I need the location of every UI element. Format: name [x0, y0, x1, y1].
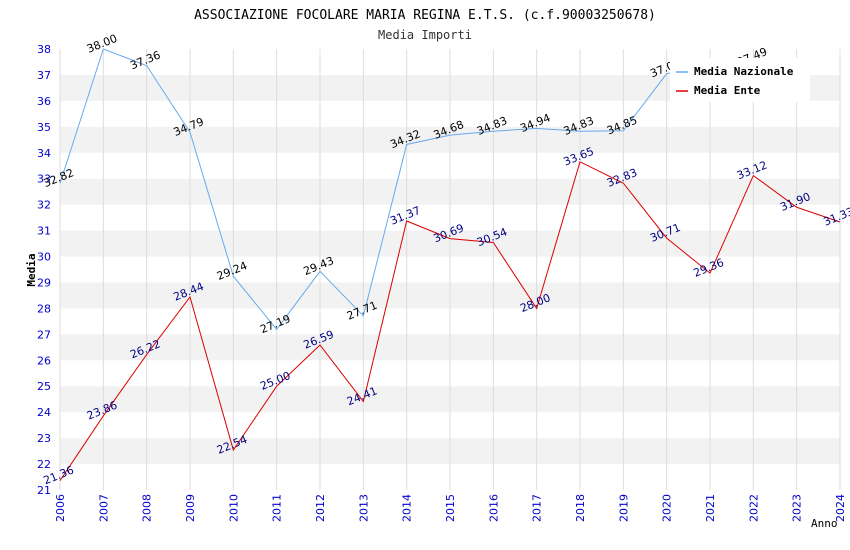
y-tick-label: 30 [37, 251, 51, 264]
y-tick-label: 25 [37, 380, 51, 393]
y-tick-label: 31 [37, 225, 51, 238]
x-tick-label: 2011 [271, 494, 284, 522]
x-tick-label: 2012 [314, 494, 327, 522]
y-tick-label: 26 [37, 354, 51, 367]
legend-label-media-nazionale: Media Nazionale [694, 65, 794, 78]
y-tick-label: 33 [37, 173, 51, 186]
x-axis-label: Anno [811, 517, 838, 530]
y-tick-label: 21 [37, 484, 51, 497]
y-tick-label: 24 [37, 406, 51, 419]
legend: Media Nazionale Media Ente [670, 58, 810, 102]
x-tick-label: 2015 [444, 494, 457, 522]
x-tick-label: 2017 [531, 494, 544, 522]
y-tick-label: 36 [37, 95, 51, 108]
chart-subtitle: Media Importi [378, 28, 472, 42]
y-tick-label: 32 [37, 199, 51, 212]
legend-label-media-ente: Media Ente [694, 84, 761, 97]
x-tick-label: 2014 [401, 494, 414, 522]
legend-box [670, 58, 810, 102]
y-tick-label: 35 [37, 121, 51, 134]
x-tick-label: 2016 [487, 494, 500, 522]
x-tick-label: 2007 [97, 494, 110, 522]
y-tick-label: 27 [37, 328, 51, 341]
x-tick-label: 2020 [661, 494, 674, 522]
x-tick-label: 2019 [617, 494, 630, 522]
x-tick-label: 2024 [834, 494, 847, 522]
x-axis-ticks: 2006 2007 2008 2009 2010 2011 2012 2013 2014 2015… [54, 494, 847, 522]
x-tick-label: 2009 [184, 494, 197, 522]
x-tick-label: 2006 [54, 494, 67, 522]
y-tick-label: 37 [37, 69, 51, 82]
x-tick-label: 2013 [357, 494, 370, 522]
y-tick-label: 38 [37, 43, 51, 56]
y-tick-label: 34 [37, 147, 51, 160]
x-tick-label: 2010 [227, 494, 240, 522]
x-tick-label: 2022 [747, 494, 760, 522]
y-tick-label: 22 [37, 458, 51, 471]
x-tick-label: 2021 [704, 494, 717, 522]
y-axis-ticks: 21 22 23 24 25 26 27 28 29 30 31 32 33 34 35 36 37 38 [37, 43, 51, 497]
x-grid-lines [59, 49, 841, 490]
x-tick-label: 2023 [791, 494, 804, 522]
y-axis-label: Media [25, 253, 38, 286]
y-tick-label: 23 [37, 432, 51, 445]
chart-title: ASSOCIAZIONE FOCOLARE MARIA REGINA E.T.S… [194, 8, 656, 23]
x-tick-label: 2008 [141, 494, 154, 522]
series-lines [59, 48, 841, 481]
x-tick-label: 2018 [574, 494, 587, 522]
y-tick-label: 28 [37, 302, 51, 315]
series-line-media-ente [59, 161, 841, 481]
y-tick-label: 29 [37, 276, 51, 289]
series-line-media-nazionale [59, 48, 754, 331]
